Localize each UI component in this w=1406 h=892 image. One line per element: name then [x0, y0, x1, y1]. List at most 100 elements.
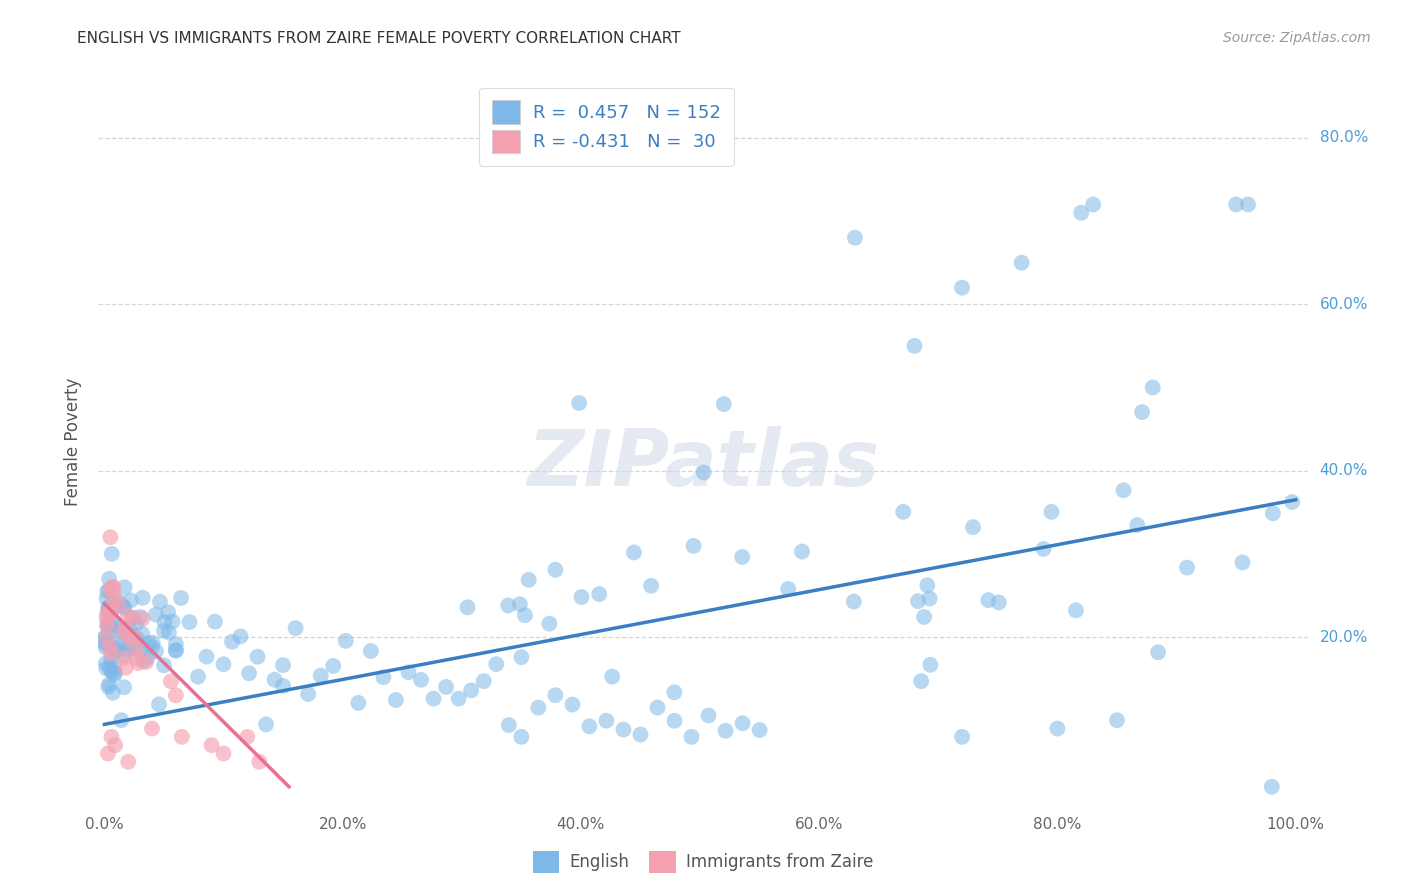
Text: 40.0%: 40.0%	[1320, 463, 1368, 478]
Point	[544, 563, 567, 577]
Point	[422, 691, 444, 706]
Point	[157, 605, 180, 619]
Point	[790, 544, 813, 558]
Point	[612, 723, 634, 737]
Point	[212, 747, 235, 761]
Point	[104, 738, 127, 752]
Point	[162, 615, 184, 629]
Point	[693, 466, 716, 480]
Point	[98, 677, 121, 691]
Point	[101, 613, 124, 627]
Point	[97, 605, 120, 619]
Point	[120, 593, 142, 607]
Point	[527, 700, 550, 714]
Point	[100, 663, 122, 677]
Point	[108, 624, 131, 639]
Point	[125, 640, 148, 654]
Point	[165, 688, 187, 702]
Point	[360, 644, 382, 658]
Point	[472, 674, 495, 689]
Text: ZIPatlas: ZIPatlas	[527, 425, 879, 502]
Point	[100, 603, 122, 617]
Point	[1232, 556, 1254, 570]
Point	[1175, 560, 1198, 574]
Point	[98, 640, 121, 655]
Text: Source: ZipAtlas.com: Source: ZipAtlas.com	[1223, 31, 1371, 45]
Point	[748, 723, 770, 737]
Point	[510, 650, 533, 665]
Point	[118, 622, 141, 636]
Point	[110, 632, 132, 647]
Point	[385, 693, 408, 707]
Point	[568, 396, 591, 410]
Point	[101, 686, 124, 700]
Point	[731, 549, 754, 564]
Point	[96, 661, 118, 675]
Point	[122, 630, 145, 644]
Point	[103, 667, 125, 681]
Point	[103, 591, 125, 605]
Point	[544, 688, 567, 702]
Point	[920, 657, 942, 672]
Point	[447, 691, 470, 706]
Point	[457, 600, 479, 615]
Point	[1261, 506, 1284, 520]
Point	[97, 619, 120, 633]
Point	[271, 679, 294, 693]
Point	[94, 631, 117, 645]
Point	[96, 619, 118, 633]
Point	[297, 687, 319, 701]
Point	[538, 616, 561, 631]
Point	[170, 591, 193, 605]
Point	[100, 605, 122, 619]
Point	[335, 633, 357, 648]
Point	[1112, 483, 1135, 498]
Point	[129, 610, 152, 624]
Point	[94, 637, 117, 651]
Point	[987, 595, 1010, 609]
Point	[844, 231, 866, 245]
Point	[1281, 495, 1303, 509]
Point	[1081, 197, 1104, 211]
Point	[100, 647, 122, 661]
Point	[153, 624, 176, 638]
Text: 60.0%: 60.0%	[1320, 297, 1368, 312]
Legend: English, Immigrants from Zaire: English, Immigrants from Zaire	[526, 845, 880, 880]
Point	[96, 584, 118, 599]
Point	[271, 658, 294, 673]
Point	[714, 723, 737, 738]
Point	[127, 656, 149, 670]
Point	[977, 593, 1000, 607]
Point	[107, 597, 129, 611]
Point	[200, 738, 222, 752]
Point	[136, 650, 159, 665]
Point	[121, 629, 143, 643]
Point	[100, 652, 122, 666]
Point	[121, 610, 143, 624]
Point	[697, 708, 720, 723]
Point	[114, 648, 136, 662]
Point	[891, 505, 914, 519]
Point	[1147, 645, 1170, 659]
Point	[681, 730, 703, 744]
Point	[561, 698, 583, 712]
Point	[97, 618, 120, 632]
Point	[97, 620, 120, 634]
Point	[153, 658, 176, 673]
Point	[373, 670, 395, 684]
Point	[101, 665, 124, 679]
Point	[212, 657, 235, 672]
Point	[842, 594, 865, 608]
Point	[221, 634, 243, 648]
Point	[114, 580, 136, 594]
Point	[98, 582, 121, 597]
Point	[731, 716, 754, 731]
Point	[510, 730, 533, 744]
Point	[157, 625, 180, 640]
Point	[409, 673, 432, 687]
Point	[96, 591, 118, 606]
Point	[117, 642, 139, 657]
Point	[132, 654, 155, 668]
Point	[112, 622, 135, 636]
Point	[284, 621, 307, 635]
